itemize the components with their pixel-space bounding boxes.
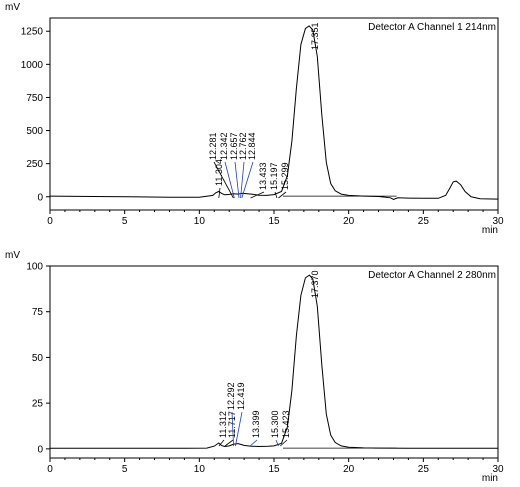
peak-retention-label: 11.304 <box>214 159 224 186</box>
peak-retention-label: 12.657 <box>229 132 239 160</box>
y-tick-label: 50 <box>32 353 44 364</box>
peak-connector-line <box>249 439 258 447</box>
x-tick-label: 20 <box>343 464 355 475</box>
peak-retention-label: 13.399 <box>251 410 261 438</box>
peak-connector-line <box>235 411 243 447</box>
y-tick-label: 25 <box>32 399 44 410</box>
panel-2-series-line <box>50 274 498 449</box>
chart-panel-2: mV Detector A Channel 2 280nm min 025507… <box>5 250 504 484</box>
y-tick-label: 750 <box>26 93 43 104</box>
y-tick-label: 75 <box>32 307 44 318</box>
y-tick-label: 100 <box>26 262 43 273</box>
panel-2-y-axis-label: mV <box>5 250 20 261</box>
panel-1-x-axis-label: min <box>482 225 498 236</box>
x-tick-label: 15 <box>268 216 280 227</box>
panel-1-series-line <box>49 25 499 200</box>
peak-connector-line <box>224 439 234 447</box>
x-tick-label: 15 <box>268 464 280 475</box>
peak-retention-label: 12.281 <box>208 132 218 160</box>
peak-connector-line <box>231 411 234 447</box>
peak-connector-line <box>274 191 278 199</box>
peak-retention-label: 15.300 <box>270 410 280 438</box>
peak-retention-label: 17.351 <box>310 22 320 50</box>
peak-connector-line <box>213 161 234 199</box>
panel-1-y-ticks: 0 250 500 750 1000 1250 <box>21 27 50 203</box>
x-tick-label: 0 <box>47 216 53 227</box>
x-tick-label: 10 <box>194 464 206 475</box>
x-tick-label: 0 <box>47 464 53 475</box>
peak-retention-label: 12.762 <box>238 132 248 160</box>
panel-2-x-axis-label: min <box>482 473 498 484</box>
peak-retention-label: 13.433 <box>258 162 268 190</box>
peak-retention-label: 11.312 <box>218 411 228 438</box>
peak-connector-line <box>241 161 254 199</box>
x-tick-label: 20 <box>343 216 355 227</box>
peak-retention-label: 12.844 <box>247 132 257 160</box>
y-tick-label: 1250 <box>21 27 44 38</box>
y-tick-label: 250 <box>26 159 43 170</box>
y-tick-label: 500 <box>26 126 43 137</box>
peak-connector-line <box>275 439 279 447</box>
peak-retention-label: 12.419 <box>236 382 246 410</box>
panel-2-detector-title: Detector A Channel 2 280nm <box>368 270 496 281</box>
x-tick-label: 25 <box>418 464 430 475</box>
peak-connector-line <box>224 161 235 199</box>
peak-connector-line <box>234 161 240 199</box>
peak-connector-line <box>250 191 265 199</box>
peak-retention-label: 12.292 <box>226 382 236 410</box>
x-tick-label: 30 <box>492 216 504 227</box>
panel-2-y-ticks: 0 25 50 75 100 <box>26 262 50 455</box>
peak-connector-line <box>280 439 288 447</box>
peak-retention-label: 17.370 <box>310 270 320 298</box>
peak-connector-line <box>278 191 287 199</box>
peak-retention-label: 15.423 <box>281 410 291 438</box>
panel-1-y-axis-label: mV <box>5 2 20 13</box>
peak-connector-line <box>218 187 221 199</box>
peak-retention-label: 11.717 <box>227 411 237 438</box>
x-tick-label: 5 <box>122 216 128 227</box>
peak-connector-line <box>218 439 225 447</box>
peak-connector-line <box>240 161 245 199</box>
y-tick-label: 1000 <box>21 60 44 71</box>
chart-panel-1: mV Detector A Channel 1 214nm min 025050… <box>5 2 504 236</box>
peak-retention-label: 15.197 <box>269 162 279 190</box>
x-tick-label: 25 <box>418 216 430 227</box>
x-tick-label: 5 <box>122 464 128 475</box>
x-tick-label: 10 <box>194 216 206 227</box>
panel-1-detector-title: Detector A Channel 1 214nm <box>368 22 496 33</box>
peak-retention-label: 15.299 <box>280 162 290 190</box>
y-tick-label: 0 <box>37 444 43 455</box>
peak-retention-label: 12.342 <box>219 132 229 160</box>
x-tick-label: 30 <box>492 464 504 475</box>
panel-1-x-ticks: 0 5 10 15 20 25 30 <box>47 210 504 227</box>
y-tick-label: 0 <box>37 192 43 203</box>
panel-2-x-ticks: 0 5 10 15 20 25 30 <box>47 458 504 475</box>
